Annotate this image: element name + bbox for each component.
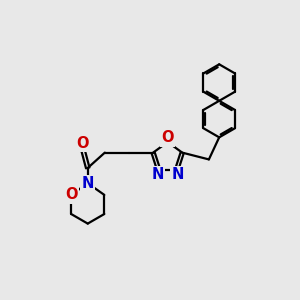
Text: O: O bbox=[76, 136, 89, 151]
Text: N: N bbox=[151, 167, 164, 182]
Text: N: N bbox=[172, 167, 184, 182]
Text: N: N bbox=[82, 176, 94, 191]
Text: O: O bbox=[65, 188, 77, 202]
Text: O: O bbox=[161, 130, 174, 146]
